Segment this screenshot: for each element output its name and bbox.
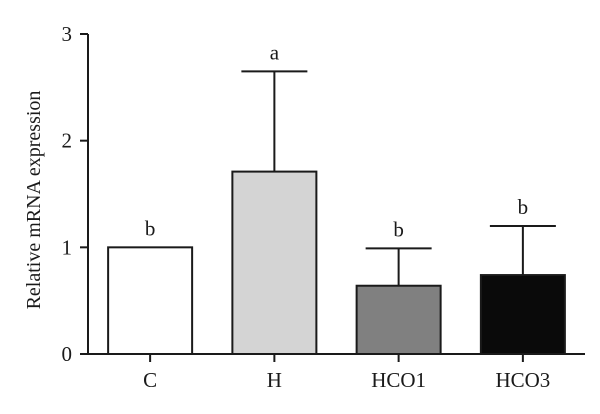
- significance-label: b: [393, 217, 404, 241]
- y-tick-label: 0: [62, 342, 73, 366]
- x-axis: C H HCO1 HCO3: [88, 353, 585, 392]
- x-tick-label: HCO3: [495, 368, 550, 392]
- bars-group: [107, 170, 566, 356]
- significance-labels-group: b a b b: [145, 40, 528, 241]
- significance-label: b: [518, 195, 529, 219]
- bar-c: [107, 246, 194, 355]
- bar-hco3: [479, 274, 566, 356]
- y-axis-title: Relative mRNA expression: [23, 91, 45, 310]
- bar-hco1: [355, 284, 442, 356]
- y-tick-label: 1: [62, 235, 73, 259]
- y-axis: 0 1 2 3: [62, 22, 89, 366]
- y-tick-label: 3: [62, 22, 73, 46]
- error-bars-group: [241, 70, 556, 286]
- x-tick-label: C: [143, 368, 157, 392]
- x-tick-label: HCO1: [371, 368, 426, 392]
- y-tick-label: 2: [62, 129, 73, 153]
- bar-h: [231, 170, 318, 355]
- significance-label: b: [145, 216, 156, 240]
- x-tick-label: H: [267, 368, 282, 392]
- significance-label: a: [270, 40, 280, 64]
